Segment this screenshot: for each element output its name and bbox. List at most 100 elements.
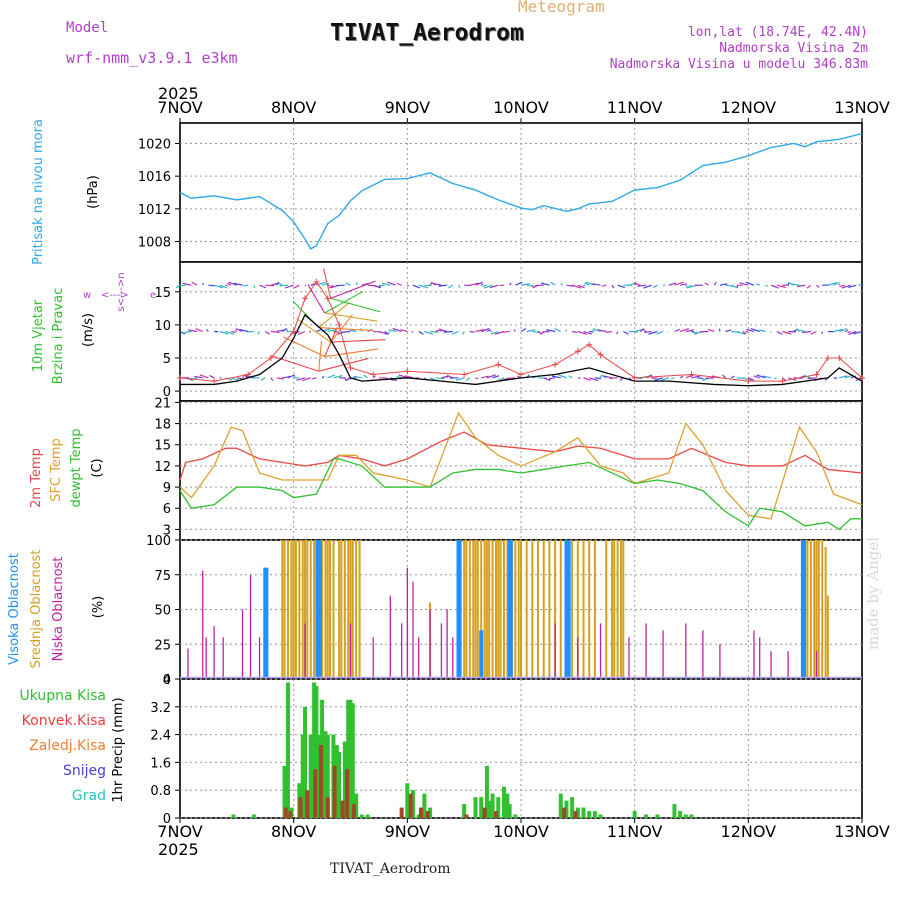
wind-arrow [639,328,645,332]
wind-arrow [235,329,238,332]
wind-arrow [418,284,428,289]
wind-arrow [475,329,485,333]
wind-arrow [520,327,527,333]
wind-arrow [753,375,760,379]
wind-arrow [349,329,357,333]
precip-conv-bar [283,807,288,818]
wind-arrow [279,284,289,287]
wind-arrow [344,377,347,381]
wind-arrow [759,329,766,333]
wind-arrow [680,283,687,286]
wind-arrow [833,328,843,333]
precip-total-bar [479,797,484,818]
wind-arrow [411,330,414,333]
wind-arrow [296,377,306,381]
model-label: Model [66,20,109,36]
wind-arrow [594,377,602,380]
wind-arrow [438,284,448,287]
gust-marker [336,321,343,328]
wind-arrow [730,375,735,379]
x-tick-label-bottom: 9NOV [385,822,430,841]
wind-arrow [302,377,311,382]
wind-arrow [228,281,238,286]
wind-arrow [801,330,811,334]
wind-arrow [490,330,493,333]
wind-arrow [304,284,307,287]
precip-total-bar [484,765,489,818]
wind-arrow [551,375,561,379]
wind-arrow [233,282,243,286]
wind-arrow [634,282,637,286]
precip-conv-bar [351,804,356,818]
wind-arrow [202,283,205,286]
y-tick-label: 1016 [138,170,171,185]
wind-arrow [592,327,601,333]
precip-legend-item: Ukupna Kisa [19,688,106,704]
wind-arrow [316,329,322,333]
wind-arrow [542,330,550,333]
page-title: TIVAT_Aerodrom [330,20,524,46]
wind-arrow [481,327,490,333]
wind-arrow [765,284,769,288]
x-tick-label-bottom: 11NOV [607,822,663,841]
wind-arrow [296,318,331,343]
precip-total-bar [428,807,433,818]
wind-arrow [378,330,388,335]
gust-marker [177,374,183,381]
wind-arrow [281,328,288,333]
gust-marker [290,328,297,335]
precip-total-bar [365,814,370,818]
precip-total-bar [342,741,347,818]
precip-total-bar [316,734,321,818]
wind-arrow [486,329,492,333]
y-tick-label: 6 [163,502,171,517]
wind-arrow [287,374,295,379]
precip-total-bar [683,814,688,818]
wind-arrow [373,284,381,289]
wind-arrow [787,282,790,286]
wind-arrow [469,282,479,286]
gust-marker [302,295,309,302]
wind-arrow [318,341,323,372]
precip-total-bar [300,734,305,818]
wind-arrow [635,283,641,286]
wind-legend-we: <---> [101,290,129,301]
wind-arrow [520,283,531,286]
precip-legend-item: Konvek.Kisa [22,713,106,729]
precip-total-bar [598,814,603,818]
wind-arrow [318,326,374,332]
precip-total-bar [490,793,495,818]
y-tick-label: 75 [154,569,171,584]
precip-total-bar [350,703,355,818]
wind-arrow [660,377,669,382]
wind-arrow [515,281,523,286]
wind-arrow [550,281,556,286]
gust-marker [495,361,502,368]
x-tick-label-bottom: 13NOV [834,822,890,841]
wind-arrow [584,282,590,286]
wind-arrow [543,377,551,381]
wind-arrow [432,282,442,286]
wind-arrow [336,284,345,287]
wind-arrow [231,330,237,334]
precip-total-bar [473,797,478,818]
precip-legend-item: Grad [72,788,106,804]
wind-arrow [816,284,820,288]
gust-marker [836,354,843,361]
precip-total-bar [496,797,501,818]
wind-arrow [324,312,378,322]
wind-arrow [345,282,351,286]
y-tick-label: 3.2 [150,701,171,716]
wind-arrow [725,329,732,333]
precip-conv-bar [418,807,423,818]
y-tick-label: 1020 [138,137,171,152]
precip-total-bar [507,804,512,818]
wind-arrow [850,375,857,379]
wind-arrow [480,283,484,286]
wind-arrow [691,330,696,334]
precip-total-bar [592,811,597,818]
wind-arrow [330,280,376,299]
precip-conv-bar [298,797,303,818]
precip-conv-bar [325,797,330,818]
precip-total-bar [405,783,410,818]
